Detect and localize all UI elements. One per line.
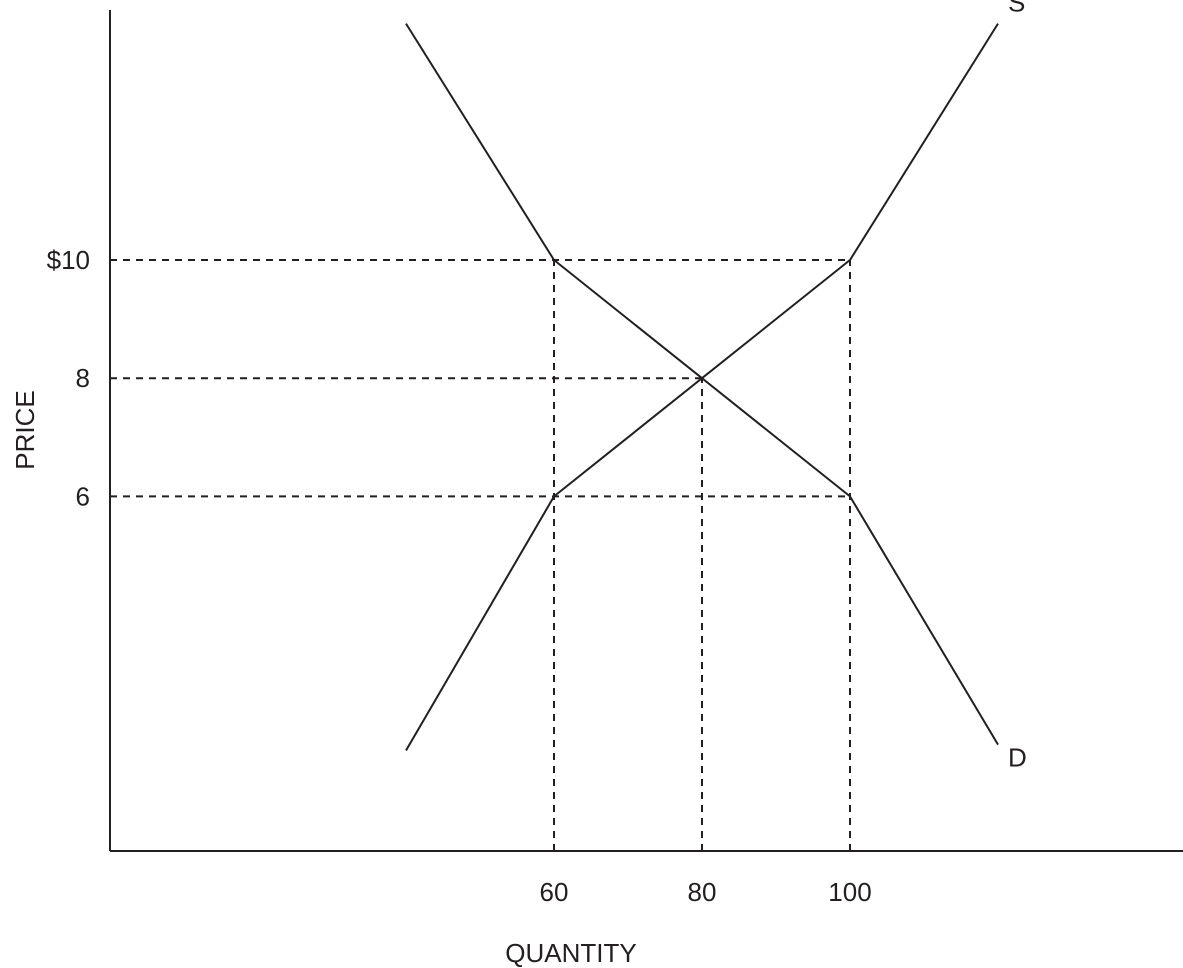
x-axis-label: QUANTITY [505, 938, 636, 968]
x-tick-label-60: 60 [540, 877, 569, 907]
curve-label-d: D [1008, 743, 1027, 773]
curve-d [405, 23, 999, 746]
guide-lines [110, 259, 851, 851]
tick-labels: 60 80 100 $10 8 6 [47, 245, 872, 907]
y-tick-label-6: 6 [76, 481, 90, 511]
curve-label-s: S [1008, 0, 1025, 18]
y-tick-label-8: 8 [76, 363, 90, 393]
axes [109, 10, 1183, 852]
x-tick-label-100: 100 [828, 877, 871, 907]
y-tick-label-10: $10 [47, 245, 90, 275]
x-tick-label-80: 80 [688, 877, 717, 907]
y-axis-label: PRICE [10, 390, 40, 469]
curves: SD [405, 0, 1027, 773]
